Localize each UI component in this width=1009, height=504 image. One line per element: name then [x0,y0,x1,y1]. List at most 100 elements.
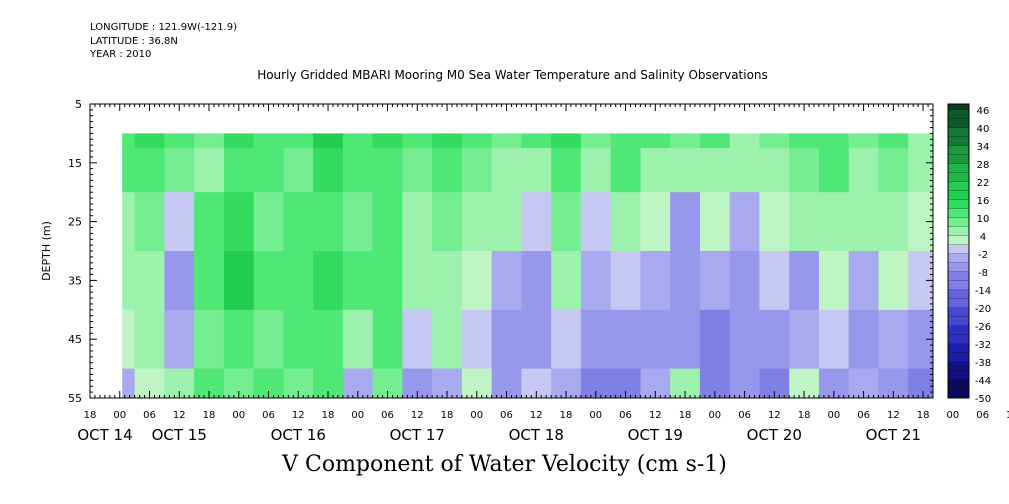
colorbar-swatch [948,104,969,111]
heatmap-cell [432,148,463,193]
x-day-label: OCT 21 [866,426,921,444]
colorbar-swatch [948,317,969,327]
x-hour-label: 06 [262,410,275,421]
y-axis: 5 15 25 35 45 55 [68,98,933,405]
heatmap-cell [402,192,433,252]
colorbar-swatch [948,389,969,399]
heatmap-cell [164,309,195,370]
heatmap-cell [223,148,255,193]
x-hour-label: 00 [232,410,245,421]
heatmap-cell [670,192,701,252]
heatmap-cell [372,133,403,149]
heatmap-cell [610,192,642,252]
heatmap-cell [122,148,136,193]
heatmap-cell [283,148,314,193]
heatmap-cell [878,148,909,193]
colorbar-swatch [948,191,969,201]
x-hour-label: 12 [887,410,900,421]
colorbar-label: 46 [977,106,990,117]
colorbar-label: 40 [977,124,990,135]
heatmap-cell [194,251,225,311]
colorbar-swatch [948,245,969,255]
heatmap-cell [223,133,255,149]
heatmap-cell [580,309,612,370]
heatmap-cell [491,309,523,370]
colorbar-swatch [948,137,969,147]
x-day-label: OCT 14 [77,426,132,444]
heatmap-cell [432,192,463,252]
heatmap-cell [491,251,523,311]
colorbar-swatch [948,146,969,156]
heatmap-cell [521,133,552,149]
colorbar-label: 16 [977,196,990,207]
heatmap-cell [551,309,582,370]
heatmap-cell [134,133,165,149]
x-hour-label: 12 [292,410,305,421]
x-day-label: OCT 19 [628,426,683,444]
heatmap-cell [194,133,225,149]
x-day-label: OCT 18 [509,426,564,444]
heatmap-cell [283,251,314,311]
colorbar-swatch [948,326,969,336]
colorbar-label: -14 [975,286,991,297]
x-hour-label: 00 [113,410,126,421]
heatmap-cell [461,251,493,311]
heatmap-cell [372,148,403,193]
heatmap-cell [551,133,582,149]
colorbar-swatch [948,308,969,318]
x-hour-label: 18 [560,410,573,421]
heatmap-cell [402,148,433,193]
heatmap-cell [759,133,790,149]
x-hour-label: 06 [619,410,632,421]
x-hour-label: 06 [976,410,989,421]
heatmap-cell [253,133,284,149]
heatmap-cell [551,192,582,252]
x-hour-label: 00 [351,410,364,421]
colorbar-swatch [948,119,969,129]
heatmap-cell [818,148,850,193]
heatmap-cell [461,133,493,149]
heatmap-cell [402,133,433,149]
heatmap-cell [789,309,820,370]
heatmap-cell [640,251,671,311]
heatmap-cell [223,309,255,370]
colorbar-label: 4 [980,232,986,243]
x-hour-label: 00 [708,410,721,421]
colorbar-label: -44 [975,376,991,387]
x-hour-label: 00 [589,410,602,421]
colorbar-swatch [948,110,969,120]
heatmap-cell [818,309,850,370]
colorbar-label: -50 [975,394,991,405]
y-tick-label: 55 [68,392,82,405]
heatmap-cell [640,133,671,149]
colorbar-swatch [948,164,969,174]
heatmap-cell [610,148,642,193]
colorbar-swatch [948,227,969,237]
colorbar-label: 22 [977,178,990,189]
colorbar-label: 10 [977,214,990,225]
heatmap-cell [759,309,790,370]
colorbar-swatch [948,173,969,183]
heatmap-cell [491,192,523,252]
heatmap-cell [134,148,165,193]
heatmap-cell [878,309,909,370]
heatmap-cell [342,309,374,370]
heatmap-cell [122,309,136,370]
colorbar-swatch [948,299,969,309]
x-hour-label: 18 [798,410,811,421]
heatmap-cell [610,309,642,370]
heatmap-cell [372,251,403,311]
x-hour-label: 06 [143,410,156,421]
heatmap-cell [928,133,933,149]
heatmap-cell [194,148,225,193]
heatmap-cell [134,309,165,370]
colorbar: 46 40 34 28 22 16 10 4 -2 -8 -14 -20 -26 -32 -38 -44 -50 [947,103,991,405]
heatmap-cell [164,251,195,311]
heatmap-cell [580,251,612,311]
heatmap-cell [461,148,493,193]
heatmap-cell [551,148,582,193]
heatmap-cell [521,251,552,311]
heatmap-cell [372,192,403,252]
x-hour-label: 06 [738,410,751,421]
